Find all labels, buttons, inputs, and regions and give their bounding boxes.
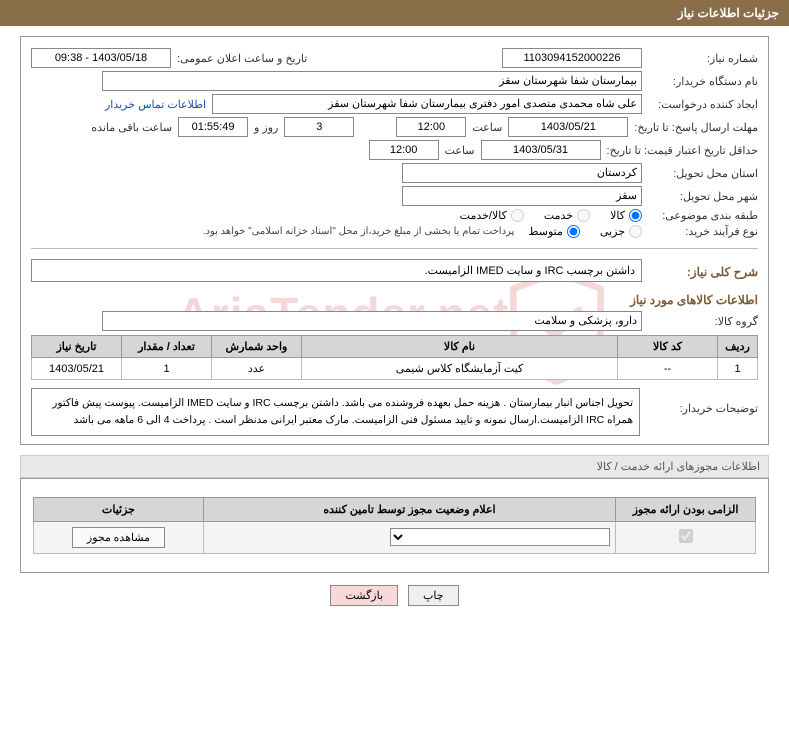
radio-small[interactable]: جزیی <box>600 225 642 238</box>
goods-info-title: اطلاعات کالاهای مورد نیاز <box>31 293 758 307</box>
validity-date: 1403/05/31 <box>481 140 601 160</box>
radio-small-input <box>629 225 642 238</box>
print-button[interactable]: چاپ <box>408 585 459 606</box>
cell-code: -- <box>618 358 718 380</box>
th-qty: تعداد / مقدار <box>122 336 212 358</box>
radio-small-label: جزیی <box>600 225 625 238</box>
page-header: جزئیات اطلاعات نیاز <box>0 0 789 26</box>
radio-both-label: کالا/خدمت <box>460 209 507 222</box>
radio-both-input <box>511 209 524 222</box>
group-label: گروه کالا: <box>648 315 758 328</box>
cell-unit: عدد <box>212 358 302 380</box>
process-note: پرداخت تمام یا بخشی از مبلغ خرید،از محل … <box>203 226 515 237</box>
buyer-org-value: بیمارستان شفا شهرستان سقز <box>102 71 642 91</box>
province-value: کردستان <box>402 163 642 183</box>
license-table: الزامی بودن ارائه مجوز اعلام وضعیت مجوز … <box>33 497 756 554</box>
th-date: تاریخ نیاز <box>32 336 122 358</box>
need-number-value: 1103094152000226 <box>502 48 642 68</box>
desc-text: داشتن برچسب IRC و سایت IMED الزامیست. <box>31 259 642 282</box>
cell-mandatory <box>616 521 756 553</box>
need-number-label: شماره نیاز: <box>648 52 758 65</box>
radio-both[interactable]: کالا/خدمت <box>460 209 524 222</box>
view-license-button[interactable]: مشاهده مجوز <box>72 527 165 548</box>
province-label: استان محل تحویل: <box>648 167 758 180</box>
cell-name: کیت آزمایشگاه کلاس شیمی <box>302 358 618 380</box>
cell-status <box>204 521 616 553</box>
radio-service-input <box>577 209 590 222</box>
th-name: نام کالا <box>302 336 618 358</box>
main-details-box: AriaTender.net شماره نیاز: 1103094152000… <box>20 36 769 445</box>
th-status: اعلام وضعیت مجوز توسط تامین کننده <box>204 497 616 521</box>
group-value: دارو، پزشکی و سلامت <box>102 311 642 331</box>
back-button[interactable]: بازگشت <box>330 585 398 606</box>
buyer-notes-text: تحویل اجناس انبار بیمارستان . هزینه حمل … <box>31 388 640 436</box>
table-row: 1 -- کیت آزمایشگاه کلاس شیمی عدد 1 1403/… <box>32 358 758 380</box>
announce-label: تاریخ و ساعت اعلان عمومی: <box>177 52 307 65</box>
divider <box>31 248 758 249</box>
process-label: نوع فرآیند خرید: <box>648 225 758 238</box>
time-remaining: 01:55:49 <box>178 117 248 137</box>
deadline-time-label: ساعت <box>472 121 502 134</box>
deadline-label: مهلت ارسال پاسخ: تا تاریخ: <box>634 121 758 134</box>
days-remaining: 3 <box>284 117 354 137</box>
requester-value: علی شاه محمدی متصدی امور دفتری بیمارستان… <box>212 94 642 114</box>
mandatory-checkbox <box>679 529 693 543</box>
radio-service[interactable]: خدمت <box>544 209 590 222</box>
th-mandatory: الزامی بودن ارائه مجوز <box>616 497 756 521</box>
th-row: ردیف <box>718 336 758 358</box>
buyer-contact-link[interactable]: اطلاعات تماس خریدار <box>105 98 206 111</box>
deadline-time: 12:00 <box>396 117 466 137</box>
radio-medium[interactable]: متوسط <box>528 225 580 238</box>
announce-datetime: 1403/05/18 - 09:38 <box>31 48 171 68</box>
radio-medium-input[interactable] <box>567 225 580 238</box>
radio-service-label: خدمت <box>544 209 573 222</box>
city-label: شهر محل تحویل: <box>648 190 758 203</box>
validity-label: حداقل تاریخ اعتبار قیمت: تا تاریخ: <box>607 144 758 157</box>
radio-goods-input[interactable] <box>629 209 642 222</box>
th-unit: واحد شمارش <box>212 336 302 358</box>
items-table: ردیف کد کالا نام کالا واحد شمارش تعداد /… <box>31 335 758 380</box>
deadline-date: 1403/05/21 <box>508 117 628 137</box>
th-code: کد کالا <box>618 336 718 358</box>
button-bar: چاپ بازگشت <box>0 585 789 606</box>
buyer-notes-label: توضیحات خریدار: <box>648 388 758 415</box>
radio-medium-label: متوسط <box>528 225 563 238</box>
cell-qty: 1 <box>122 358 212 380</box>
license-row: مشاهده مجوز <box>34 521 756 553</box>
license-box: الزامی بودن ارائه مجوز اعلام وضعیت مجوز … <box>20 478 769 573</box>
status-select[interactable] <box>390 528 610 546</box>
validity-time-label: ساعت <box>445 144 475 157</box>
license-section-header: اطلاعات مجوزهای ارائه خدمت / کالا <box>20 455 769 478</box>
city-value: سقز <box>402 186 642 206</box>
th-details: جزئیات <box>34 497 204 521</box>
desc-title: شرح کلی نیاز: <box>648 265 758 279</box>
radio-goods[interactable]: کالا <box>610 209 642 222</box>
cell-row: 1 <box>718 358 758 380</box>
cell-date: 1403/05/21 <box>32 358 122 380</box>
time-remaining-label: ساعت باقی مانده <box>91 121 172 134</box>
radio-goods-label: کالا <box>610 209 625 222</box>
page-title: جزئیات اطلاعات نیاز <box>678 6 779 20</box>
requester-label: ایجاد کننده درخواست: <box>648 98 758 111</box>
days-and-label: روز و <box>254 121 278 134</box>
category-label: طبقه بندی موضوعی: <box>648 209 758 222</box>
buyer-org-label: نام دستگاه خریدار: <box>648 75 758 88</box>
validity-time: 12:00 <box>369 140 439 160</box>
cell-details: مشاهده مجوز <box>34 521 204 553</box>
